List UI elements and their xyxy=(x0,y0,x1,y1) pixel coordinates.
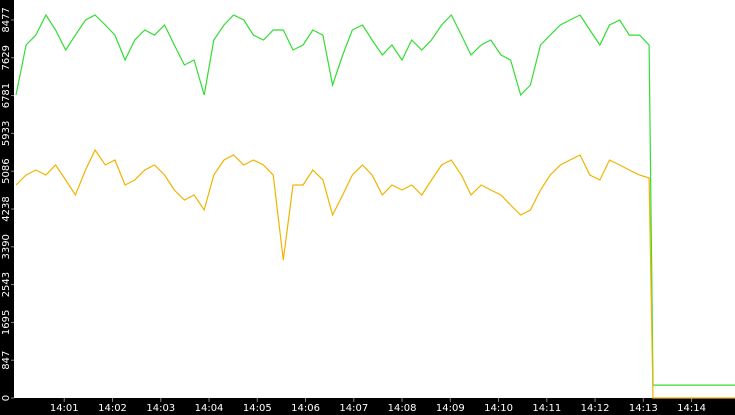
x-tick-label: 14:04 xyxy=(195,403,224,414)
x-tick-label: 14:02 xyxy=(98,403,127,414)
y-tick-label: 5086 xyxy=(1,158,12,183)
x-tick-label: 14:05 xyxy=(243,403,272,414)
series-line xyxy=(15,148,735,399)
y-tick-label: 6781 xyxy=(1,83,12,108)
x-tick-label: 14:01 xyxy=(50,403,79,414)
y-tick-label: 3390 xyxy=(1,234,12,259)
x-tick-label: 14:11 xyxy=(532,403,561,414)
y-tick-label: 8477 xyxy=(1,7,12,32)
x-tick-label: 14:12 xyxy=(581,403,610,414)
y-tick-label: 7629 xyxy=(1,45,12,70)
x-axis-strip xyxy=(0,398,735,415)
y-axis-strip xyxy=(0,0,14,415)
x-tick-label: 14:08 xyxy=(388,403,417,414)
y-tick-label: 1695 xyxy=(1,310,12,335)
y-tick-label: 4238 xyxy=(1,196,12,221)
x-tick-label: 14:10 xyxy=(484,403,513,414)
x-tick-label: 14:13 xyxy=(629,403,658,414)
y-tick-label: 2543 xyxy=(1,272,12,297)
y-tick-label: 847 xyxy=(1,351,12,370)
y-tick-label: 5933 xyxy=(1,121,12,146)
x-tick-label: 14:06 xyxy=(291,403,320,414)
series-line xyxy=(15,13,735,386)
x-tick-label: 14:09 xyxy=(436,403,465,414)
x-tick-label: 14:03 xyxy=(146,403,175,414)
y-tick-label: 0 xyxy=(1,395,12,401)
x-tick-label: 14:07 xyxy=(339,403,368,414)
x-tick-label: 14:14 xyxy=(677,403,706,414)
